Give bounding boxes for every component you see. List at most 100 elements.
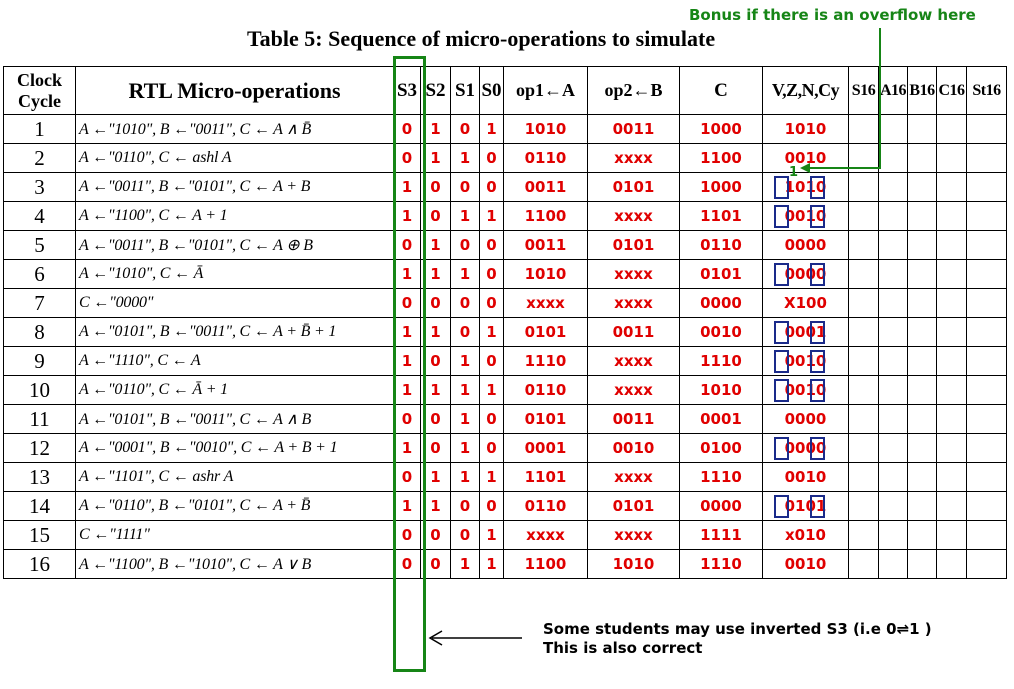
- rtl-cell: A ←"1010", C ← Ā: [75, 259, 394, 289]
- header-rtl: RTL Micro-operations: [75, 66, 394, 115]
- bonus-annotation: Bonus if there is an overflow here: [689, 6, 976, 24]
- cycle-cell: 15: [3, 520, 76, 550]
- s16-cell: [848, 317, 879, 347]
- rtl-cell: A ←"0101", B ←"0011", C ← A ∧ B: [75, 404, 394, 434]
- st16-cell: [966, 375, 1007, 405]
- op1-cell: xxxx: [503, 288, 588, 318]
- flag-box-v: [773, 349, 789, 373]
- a16-cell: [878, 172, 908, 202]
- flag-box-v: [773, 175, 789, 199]
- op1-cell: 0101: [503, 404, 588, 434]
- c-cell: 1110: [679, 462, 763, 492]
- b16-cell: [907, 114, 937, 144]
- flag-box-cy: [809, 175, 825, 199]
- header-s1: S1: [450, 66, 480, 115]
- op1-cell: 1010: [503, 259, 588, 289]
- flags-cell: 0000: [762, 230, 849, 260]
- s1-cell: 1: [450, 143, 480, 173]
- flag-box-v: [773, 204, 789, 228]
- st16-cell: [966, 201, 1007, 231]
- s16-cell: [848, 404, 879, 434]
- rtl-cell: A ←"0001", B ←"0010", C ← A + B + 1: [75, 433, 394, 463]
- op1-cell: 0011: [503, 230, 588, 260]
- s0-cell: 1: [479, 375, 504, 405]
- c-cell: 1110: [679, 346, 763, 376]
- c16-cell: [936, 549, 967, 579]
- bonus-mark: 1: [789, 165, 798, 180]
- op2-cell: 1010: [587, 549, 680, 579]
- s0-cell: 1: [479, 201, 504, 231]
- flag-box-v: [773, 320, 789, 344]
- s3-cell: 1: [393, 491, 421, 521]
- a16-cell: [878, 404, 908, 434]
- cycle-cell: 2: [3, 143, 76, 173]
- op2-cell: xxxx: [587, 288, 680, 318]
- header-st16: St16: [966, 66, 1007, 115]
- b16-cell: [907, 288, 937, 318]
- s1-cell: 1: [450, 549, 480, 579]
- c-cell: 0000: [679, 491, 763, 521]
- op2-cell: 0101: [587, 230, 680, 260]
- header-row: Clock Cycle RTL Micro-operations S3 S2 S…: [3, 66, 1007, 115]
- op1-cell: 0110: [503, 375, 588, 405]
- b16-cell: [907, 433, 937, 463]
- rtl-cell: A ←"1100", C ← A + 1: [75, 201, 394, 231]
- c-cell: 1101: [679, 201, 763, 231]
- s0-cell: 1: [479, 462, 504, 492]
- flag-box-cy: [809, 349, 825, 373]
- c-cell: 1110: [679, 549, 763, 579]
- st16-cell: [966, 172, 1007, 202]
- flag-box-cy: [809, 378, 825, 402]
- op2-cell: xxxx: [587, 143, 680, 173]
- flag-box-cy: [809, 320, 825, 344]
- s3-cell: 1: [393, 201, 421, 231]
- c16-cell: [936, 172, 967, 202]
- s1-cell: 1: [450, 433, 480, 463]
- op2-cell: xxxx: [587, 346, 680, 376]
- header-flags: V,Z,N,Cy: [762, 66, 849, 115]
- s3-cell: 1: [393, 172, 421, 202]
- table-row: 11 A ←"0101", B ←"0011", C ← A ∧ B 0 0 1 0 010…: [3, 404, 1007, 434]
- c-cell: 1010: [679, 375, 763, 405]
- op1-cell: xxxx: [503, 520, 588, 550]
- note-arrow-head: [428, 630, 443, 646]
- st16-cell: [966, 143, 1007, 173]
- s16-cell: [848, 201, 879, 231]
- header-op1: op1←A: [503, 66, 588, 115]
- a16-cell: [878, 462, 908, 492]
- table-row: 13 A ←"1101", C ← ashr A 0 1 1 1 1101 xxxx 1110 0…: [3, 462, 1007, 492]
- st16-cell: [966, 520, 1007, 550]
- cycle-cell: 16: [3, 549, 76, 579]
- b16-cell: [907, 549, 937, 579]
- s1-cell: 0: [450, 317, 480, 347]
- flag-box-cy: [809, 204, 825, 228]
- student-note-line2: This is also correct: [543, 639, 703, 657]
- st16-cell: [966, 317, 1007, 347]
- flags-cell: 0000: [762, 404, 849, 434]
- a16-cell: [878, 375, 908, 405]
- rtl-cell: C ←"1111": [75, 520, 394, 550]
- flags-cell: 0010: [762, 462, 849, 492]
- op2-cell: 0101: [587, 172, 680, 202]
- s0-cell: 0: [479, 491, 504, 521]
- bonus-arrow-line: [806, 28, 881, 169]
- s16-cell: [848, 462, 879, 492]
- b16-cell: [907, 346, 937, 376]
- micro-operations-table: Clock Cycle RTL Micro-operations S3 S2 S…: [3, 66, 1007, 579]
- header-c: C: [679, 66, 763, 115]
- st16-cell: [966, 491, 1007, 521]
- op2-cell: xxxx: [587, 462, 680, 492]
- header-c16: C16: [936, 66, 967, 115]
- b16-cell: [907, 259, 937, 289]
- flag-box-v: [773, 436, 789, 460]
- op1-cell: 0110: [503, 143, 588, 173]
- table-row: 16 A ←"1100", B ←"1010", C ← A ∨ B 0 0 1 1 110…: [3, 549, 1007, 579]
- rtl-cell: A ←"1100", B ←"1010", C ← A ∨ B: [75, 549, 394, 579]
- op1-cell: 0001: [503, 433, 588, 463]
- cycle-cell: 6: [3, 259, 76, 289]
- rtl-cell: A ←"0101", B ←"0011", C ← A + B̄ + 1: [75, 317, 394, 347]
- st16-cell: [966, 230, 1007, 260]
- cycle-cell: 14: [3, 491, 76, 521]
